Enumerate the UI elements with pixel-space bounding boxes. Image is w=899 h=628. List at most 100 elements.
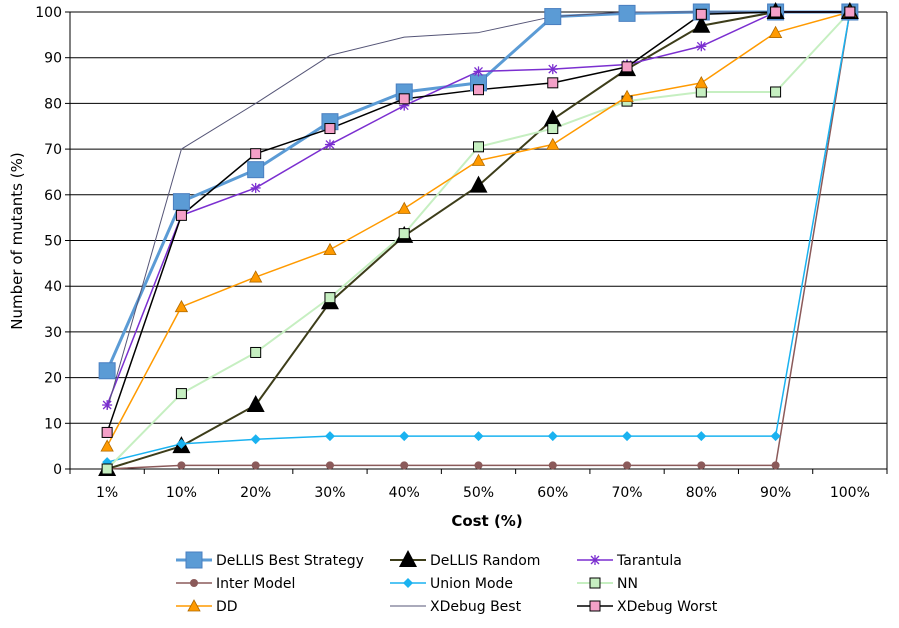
y-axis-label: Number of mutants (%) — [8, 152, 26, 329]
y-tick-label: 40 — [44, 279, 62, 295]
data-point — [247, 161, 265, 179]
data-point — [250, 434, 261, 445]
x-axis-label: Cost (%) — [451, 512, 522, 530]
data-point — [471, 153, 486, 166]
data-point — [250, 182, 261, 193]
x-tick-label: 70% — [611, 485, 642, 501]
data-point — [620, 89, 634, 102]
y-tick-label: 60 — [44, 188, 62, 204]
legend-label: NN — [617, 576, 638, 592]
data-point — [397, 201, 411, 214]
data-point — [696, 41, 707, 52]
legend-label: DeLLIS Random — [430, 553, 540, 569]
data-point — [249, 270, 263, 283]
data-point — [101, 426, 113, 438]
legend-item: XDebug Best — [390, 599, 522, 615]
data-point — [324, 123, 336, 135]
data-point — [695, 8, 707, 20]
data-point — [175, 388, 187, 400]
data-point — [771, 461, 780, 470]
legend-marker — [403, 578, 413, 588]
series-line-xdebug-best — [106, 11, 850, 410]
data-point — [696, 431, 707, 442]
x-tick-label: 30% — [314, 485, 345, 501]
data-point — [101, 463, 113, 475]
data-point — [473, 141, 484, 153]
x-tick-label: 1% — [96, 485, 118, 501]
y-tick-label: 90 — [44, 51, 62, 67]
y-tick-label: 80 — [44, 96, 62, 112]
data-point — [398, 228, 410, 240]
data-point — [695, 86, 707, 98]
legend-item: DD — [176, 599, 238, 615]
data-point — [692, 15, 711, 33]
data-point — [176, 438, 187, 449]
legend-item: DeLLIS Random — [390, 550, 540, 569]
y-tick-label: 70 — [44, 142, 62, 158]
data-point — [400, 461, 409, 470]
data-point — [102, 400, 113, 411]
data-point — [770, 431, 781, 442]
legend-marker — [187, 599, 201, 612]
data-point — [177, 461, 186, 470]
data-point — [844, 6, 856, 18]
legend-label: Union Mode — [430, 576, 513, 592]
data-point — [547, 77, 559, 89]
legend-item: Tarantula — [577, 553, 682, 569]
data-point — [473, 431, 484, 442]
data-point — [694, 75, 708, 89]
data-point — [548, 461, 557, 470]
y-tick-label: 50 — [44, 234, 62, 250]
data-point — [324, 139, 335, 150]
legend-item: XDebug Worst — [577, 599, 718, 615]
x-tick-label: 40% — [389, 485, 420, 501]
data-point — [768, 25, 783, 38]
y-tick-label: 20 — [44, 371, 62, 387]
data-point — [100, 439, 114, 452]
data-point — [622, 431, 633, 442]
data-point — [473, 66, 484, 77]
data-point — [544, 8, 562, 26]
data-point — [246, 395, 265, 413]
legend-label: Inter Model — [216, 576, 295, 592]
data-point — [474, 461, 483, 470]
data-point — [618, 4, 636, 22]
legend-marker — [399, 550, 417, 567]
legend-item: DeLLIS Best Strategy — [176, 551, 364, 569]
data-point — [175, 209, 187, 221]
data-point — [547, 123, 559, 135]
x-tick-label: 60% — [537, 485, 568, 501]
data-point — [324, 431, 335, 442]
y-tick-label: 0 — [53, 462, 62, 478]
legend-item: NN — [577, 576, 638, 592]
data-point — [324, 292, 336, 304]
data-point — [172, 193, 190, 211]
legend-marker — [190, 579, 198, 587]
legend-item: Union Mode — [390, 576, 513, 592]
legend: DeLLIS Best Strategy DeLLIS Random Tarantu… — [176, 550, 718, 615]
legend-marker — [589, 600, 601, 612]
data-point — [399, 431, 410, 442]
data-point — [174, 299, 189, 313]
data-point — [469, 175, 488, 193]
data-point — [697, 461, 706, 470]
data-point — [543, 109, 562, 127]
data-point — [546, 137, 560, 150]
legend-label: DeLLIS Best Strategy — [216, 553, 364, 569]
axes: 0 10 20 30 40 50 60 70 80 90 100 1% 10% 20% 30% 40% 50% 6… — [35, 5, 888, 501]
x-tick-label: 80% — [686, 485, 717, 501]
legend-label: XDebug Best — [430, 599, 522, 615]
data-point — [325, 461, 334, 470]
data-point — [623, 461, 632, 470]
x-tick-label: 50% — [463, 485, 494, 501]
x-tick-label: 10% — [166, 485, 197, 501]
y-tick-label: 30 — [44, 325, 62, 341]
data-point — [398, 93, 410, 105]
data-point — [250, 346, 262, 358]
y-tick-label: 10 — [44, 416, 62, 432]
data-point — [323, 242, 337, 256]
x-tick-label: 20% — [240, 485, 271, 501]
legend-label: Tarantula — [616, 553, 682, 569]
y-tick-label: 100 — [35, 5, 62, 21]
legend-marker — [185, 551, 203, 569]
